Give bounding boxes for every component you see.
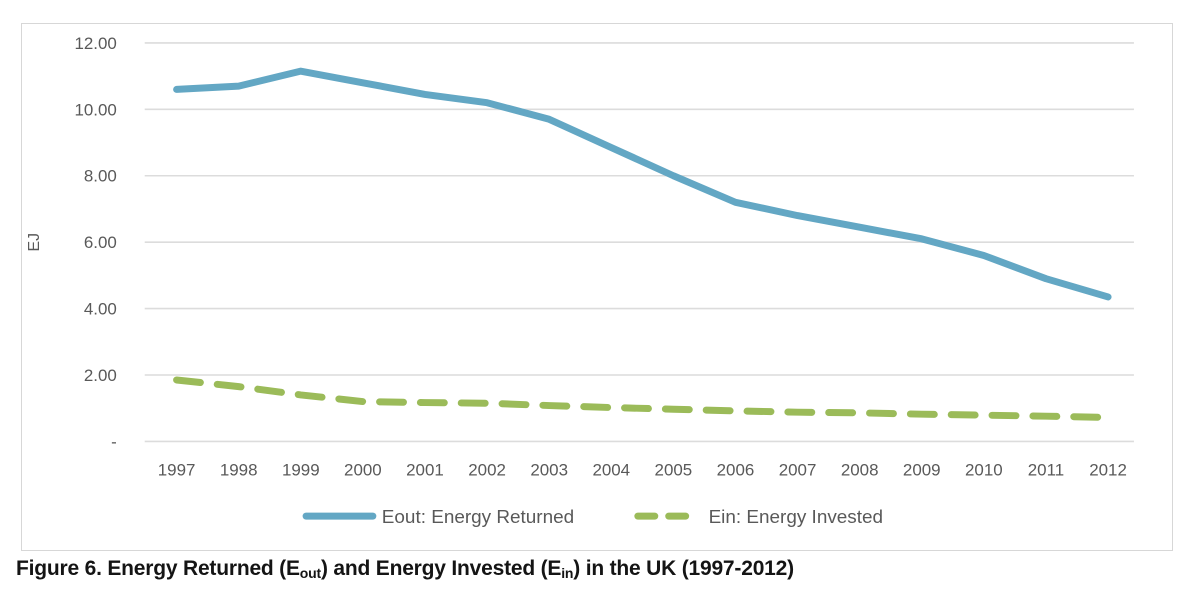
x-tick-label: 2005	[655, 460, 693, 479]
x-tick-label: 2004	[592, 460, 630, 479]
x-tick-label: 1999	[282, 460, 320, 479]
legend-eout-label: Eout: Energy Returned	[382, 507, 574, 528]
x-tick-label: 2006	[717, 460, 755, 479]
x-tick-label: 2008	[841, 460, 879, 479]
x-tick-label: 2003	[530, 460, 568, 479]
y-tick-label: 2.00	[84, 366, 117, 385]
legend-ein-label: Ein: Energy Invested	[709, 507, 883, 528]
x-tick-label: 2001	[406, 460, 444, 479]
x-tick-label: 2007	[779, 460, 817, 479]
y-tick-label: 12.00	[74, 34, 116, 53]
x-tick-label: 2002	[468, 460, 506, 479]
x-tick-label: 2012	[1089, 460, 1127, 479]
caption-text-1: Figure 6. Energy Returned (E	[16, 557, 300, 580]
x-tick-label: 2011	[1028, 460, 1064, 479]
x-tick-label: 2009	[903, 460, 941, 479]
y-axis-title: EJ	[26, 233, 43, 252]
caption-subscript-in: in	[561, 565, 574, 581]
y-tick-label: 4.00	[84, 300, 117, 319]
caption-subscript-out: out	[299, 565, 321, 581]
x-tick-label: 1997	[158, 460, 196, 479]
ein-line	[173, 376, 1112, 421]
caption-text-2: ) and Energy Invested (E	[320, 557, 562, 580]
chart-svg: 12.00 10.00 8.00 6.00 4.00 2.00 - EJ 1997 1998 199…	[26, 34, 1134, 528]
eout-line	[173, 67, 1112, 301]
y-tick-label: 6.00	[84, 233, 117, 252]
x-tick-label: 1998	[220, 460, 258, 479]
x-tick-label: 2010	[965, 460, 1003, 479]
y-tick-label: 8.00	[84, 167, 117, 186]
x-tick-label: 2000	[344, 460, 382, 479]
chart-area: 12.00 10.00 8.00 6.00 4.00 2.00 - EJ 1997 1998 199…	[21, 23, 1173, 551]
caption-text-3: ) in the UK (1997-2012)	[573, 557, 794, 580]
y-tick-label: -	[111, 432, 117, 451]
y-tick-label: 10.00	[74, 100, 116, 119]
figure-caption: Figure 6. Energy Returned (Eout) and Ene…	[16, 557, 1186, 581]
